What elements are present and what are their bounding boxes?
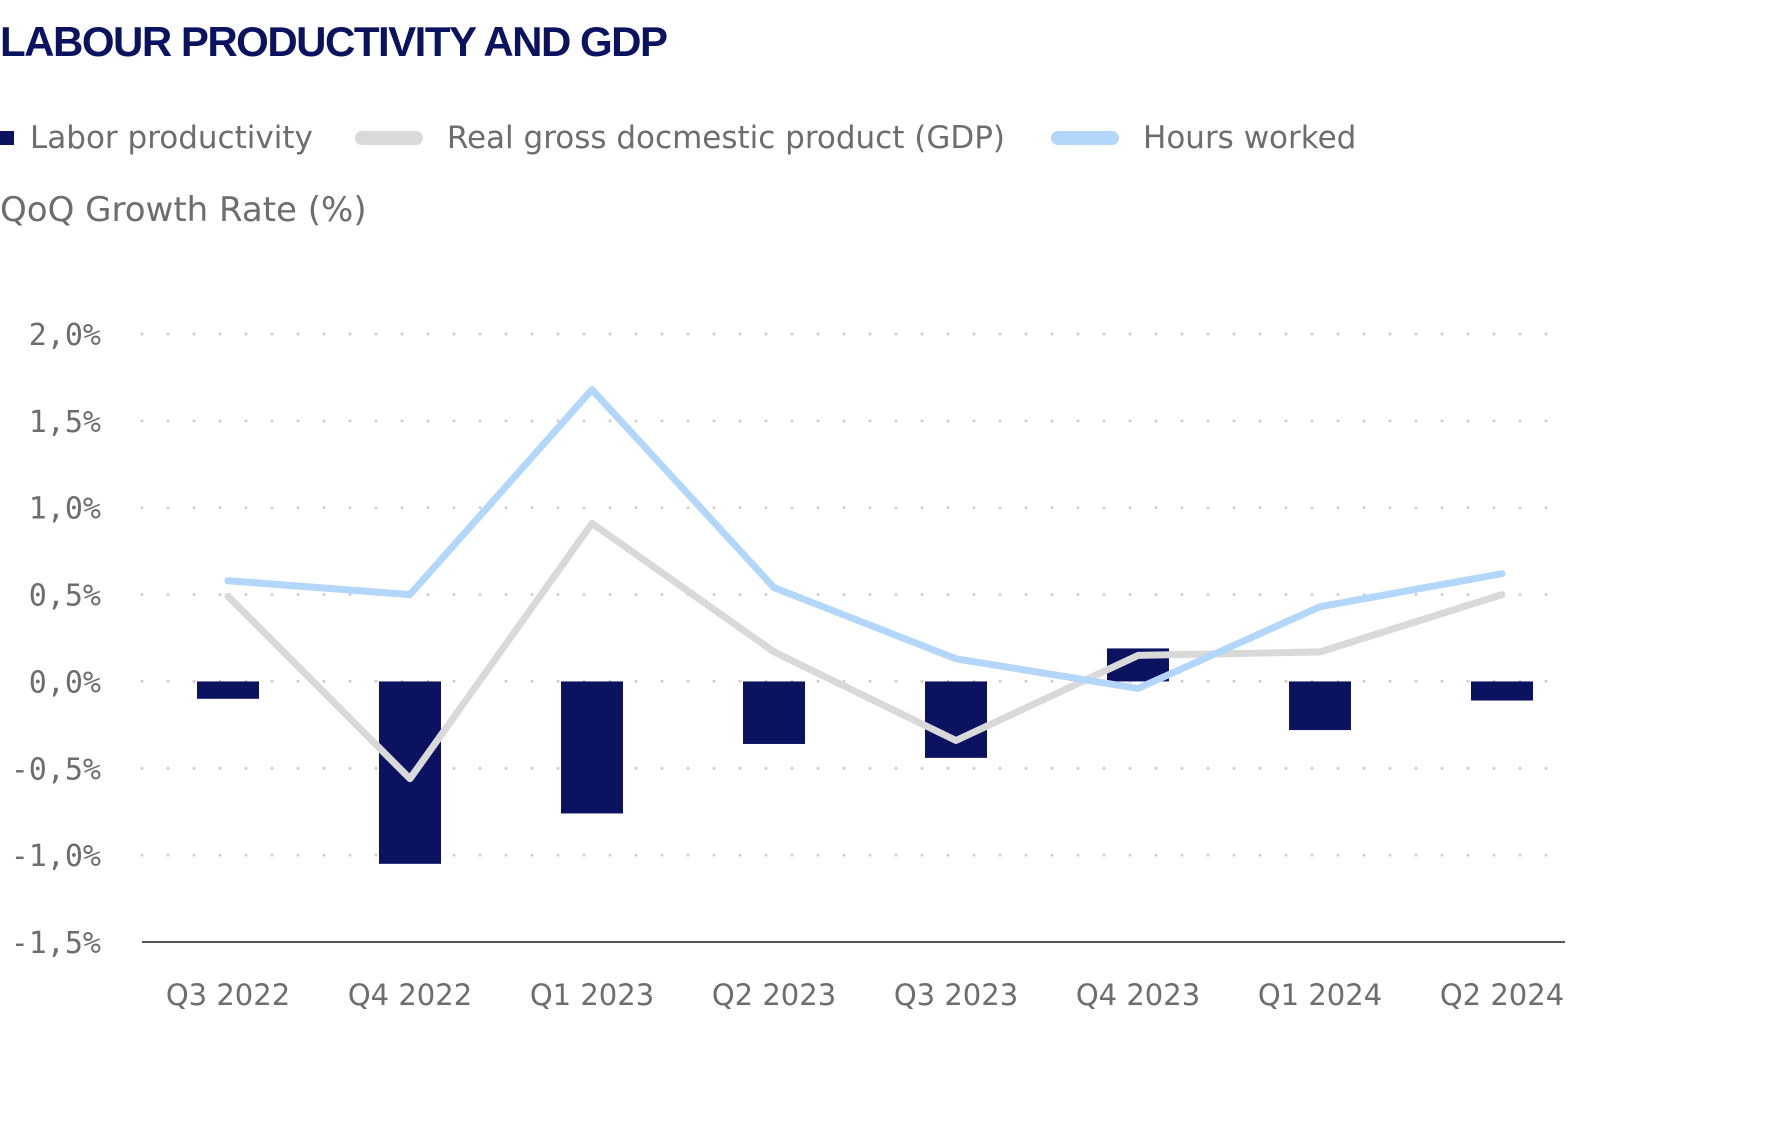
y-tick-label: 0,0%	[29, 665, 101, 700]
y-tick-label: 0,5%	[29, 579, 101, 614]
bar-labor-productivity[interactable]	[1289, 681, 1351, 731]
x-tick-label: Q1 2024	[1258, 978, 1382, 1012]
legend-item-labor-productivity[interactable]: Labor productivity	[0, 120, 313, 156]
legend-label-gdp: Real gross docmestic product (GDP)	[446, 120, 1006, 156]
x-tick-label: Q3 2022	[166, 978, 290, 1012]
bar-series-labor-productivity	[197, 648, 1533, 864]
y-axis-title: QoQ Growth Rate (%)	[0, 190, 367, 230]
y-tick-label: -1,0%	[11, 839, 101, 874]
x-tick-label: Q2 2023	[712, 978, 836, 1012]
line-series-layer	[224, 386, 1506, 783]
bar-labor-productivity[interactable]	[1471, 681, 1533, 701]
y-tick-label: -1,5%	[11, 926, 101, 961]
legend-label-productivity: Labor productivity	[30, 120, 313, 156]
bar-labor-productivity[interactable]	[379, 681, 441, 864]
legend-swatch-productivity	[0, 131, 14, 145]
bar-labor-productivity[interactable]	[561, 681, 623, 814]
y-tick-label: 2,0%	[29, 318, 101, 353]
legend: Labor productivity Real gross docmestic …	[0, 118, 1356, 158]
bar-labor-productivity[interactable]	[925, 681, 987, 758]
grid-layer	[140, 332, 1567, 857]
x-tick-labels: Q3 2022 Q4 2022 Q1 2023 Q2 2023 Q3 2023 Q4 20…	[166, 978, 1564, 1012]
legend-swatch-gdp	[354, 131, 423, 145]
x-tick-label: Q2 2024	[1440, 978, 1564, 1012]
x-tick-label: Q1 2023	[530, 978, 654, 1012]
x-tick-label: Q3 2023	[894, 978, 1018, 1012]
x-tick-label: Q4 2022	[348, 978, 472, 1012]
legend-swatch-hours	[1051, 131, 1120, 145]
x-tick-label: Q4 2023	[1076, 978, 1200, 1012]
line-gdp[interactable]	[224, 519, 1506, 783]
y-tick-label: -0,5%	[11, 752, 101, 787]
legend-item-hours-worked[interactable]: Hours worked	[1005, 120, 1356, 156]
y-tick-label: 1,0%	[29, 492, 101, 527]
y-tick-label: 1,5%	[29, 405, 101, 440]
bar-labor-productivity[interactable]	[197, 681, 259, 699]
line-hours-worked[interactable]	[224, 386, 1506, 692]
legend-label-hours: Hours worked	[1143, 120, 1357, 156]
y-tick-labels: 2,0% 1,5% 1,0% 0,5% 0,0% -0,5% -1,0% -1,5%	[11, 318, 101, 961]
bar-labor-productivity[interactable]	[743, 681, 805, 744]
legend-item-gdp[interactable]: Real gross docmestic product (GDP)	[313, 120, 1005, 156]
chart-title: LABOUR PRODUCTIVITY AND GDP	[0, 18, 668, 65]
